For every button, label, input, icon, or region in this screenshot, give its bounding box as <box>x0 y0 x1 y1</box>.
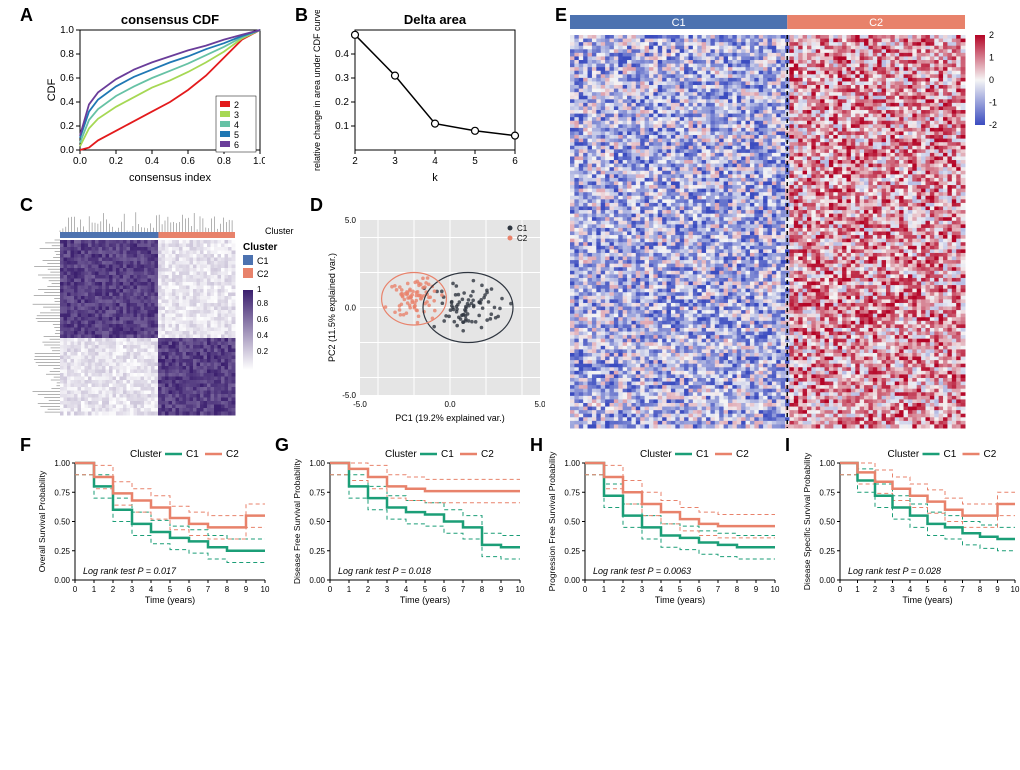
svg-text:Cluster: Cluster <box>243 242 278 253</box>
svg-text:consensus CDF: consensus CDF <box>121 12 219 27</box>
svg-text:0.4: 0.4 <box>60 97 74 108</box>
svg-text:C2: C2 <box>257 269 269 279</box>
svg-text:0.4: 0.4 <box>145 156 159 167</box>
svg-text:5.0: 5.0 <box>345 216 357 225</box>
svg-text:2: 2 <box>234 100 239 110</box>
svg-text:consensus index: consensus index <box>129 172 211 184</box>
svg-text:0.8: 0.8 <box>257 299 269 308</box>
svg-text:0.2: 0.2 <box>257 347 269 356</box>
panel-h-label: H <box>530 435 543 456</box>
svg-text:0.8: 0.8 <box>60 49 74 60</box>
svg-text:PC1 (19.2% explained var.): PC1 (19.2% explained var.) <box>395 413 505 423</box>
svg-text:C1: C1 <box>517 224 528 233</box>
svg-text:6: 6 <box>512 156 518 167</box>
svg-text:0.0: 0.0 <box>345 304 357 313</box>
svg-text:0.6: 0.6 <box>257 315 269 324</box>
svg-text:C1: C1 <box>257 256 269 266</box>
svg-text:C2: C2 <box>869 17 883 29</box>
svg-text:5: 5 <box>234 130 239 140</box>
svg-text:Cluster: Cluster <box>265 226 294 236</box>
panel-a-label: A <box>20 5 33 26</box>
svg-text:k: k <box>432 172 438 184</box>
svg-text:1.0: 1.0 <box>60 25 74 36</box>
svg-text:0.0: 0.0 <box>73 156 87 167</box>
panel-g-km: ClusterC1C20123456789100.000.250.500.751… <box>290 445 525 605</box>
svg-text:C2: C2 <box>517 234 528 243</box>
svg-text:0.2: 0.2 <box>60 121 74 132</box>
svg-text:CDF: CDF <box>46 78 58 101</box>
svg-text:0.0: 0.0 <box>60 145 74 156</box>
svg-text:0.4: 0.4 <box>335 49 349 60</box>
svg-text:3: 3 <box>392 156 398 167</box>
svg-text:0.8: 0.8 <box>217 156 231 167</box>
svg-text:relative change in area under: relative change in area under CDF curve <box>312 10 322 171</box>
svg-text:0.0: 0.0 <box>444 400 456 409</box>
svg-text:0.4: 0.4 <box>257 331 269 340</box>
panel-d-label: D <box>310 195 323 216</box>
svg-text:Delta area: Delta area <box>404 12 467 27</box>
svg-text:5.0: 5.0 <box>534 400 545 409</box>
svg-text:2: 2 <box>352 156 358 167</box>
svg-text:0.6: 0.6 <box>60 73 74 84</box>
panel-i-km: ClusterC1C20123456789100.000.250.500.751… <box>800 445 1020 605</box>
panel-g-label: G <box>275 435 289 456</box>
svg-text:5: 5 <box>472 156 478 167</box>
panel-d-scatter: -5.0 0.0 5.0 -5.0 0.0 5.0 PC1 (19.2% explained… <box>325 210 545 425</box>
svg-text:-5.0: -5.0 <box>353 400 367 409</box>
panel-f-label: F <box>20 435 31 456</box>
panel-h-km: ClusterC1C20123456789100.000.250.500.751… <box>545 445 780 605</box>
panel-i-label: I <box>785 435 790 456</box>
svg-text:6: 6 <box>234 140 239 150</box>
svg-text:3: 3 <box>234 110 239 120</box>
panel-c-heatmap: Cluster C1 C2 1 0.2 0.4 0.6 0.8 Cluster <box>30 210 310 425</box>
svg-text:4: 4 <box>432 156 438 167</box>
panel-f-km: ClusterC1C20123456789100.000.250.500.751… <box>35 445 270 605</box>
svg-text:0.2: 0.2 <box>335 97 349 108</box>
svg-text:0.1: 0.1 <box>335 121 349 132</box>
svg-text:0.3: 0.3 <box>335 73 349 84</box>
panel-b-chart: Delta area 2 3 4 5 6 0.1 0.2 0.3 0.4 k relative cha… <box>310 10 520 185</box>
svg-text:PC2 (11.5% explained var.): PC2 (11.5% explained var.) <box>327 253 337 362</box>
panel-b-label: B <box>295 5 308 26</box>
svg-text:-5.0: -5.0 <box>342 391 356 400</box>
svg-text:1: 1 <box>257 285 262 294</box>
panel-e-heatmap: C1C2-2-1012 <box>565 15 1005 433</box>
svg-text:C1: C1 <box>672 17 686 29</box>
svg-text:0.2: 0.2 <box>109 156 123 167</box>
svg-text:0.6: 0.6 <box>181 156 195 167</box>
svg-text:1.0: 1.0 <box>253 156 265 167</box>
panel-a-chart: consensus CDF 0.00.0 0.2 0.2 0.4 0.4 0.6 0.6 0.8… <box>45 10 265 185</box>
svg-text:4: 4 <box>234 120 239 130</box>
